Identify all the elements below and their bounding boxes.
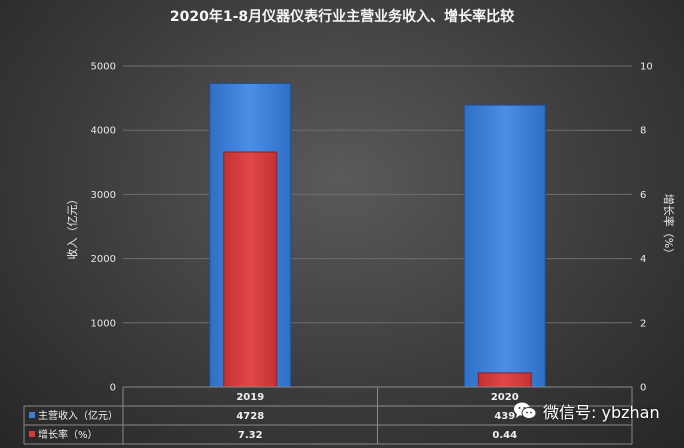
right-tick-label: 0 — [640, 383, 646, 394]
right-tick-label: 8 — [640, 126, 646, 137]
left-tick-label: 4000 — [91, 126, 116, 137]
legend-entry: 主营收入（亿元） — [38, 409, 118, 422]
right-tick-label: 4 — [640, 254, 646, 265]
left-axis-ticks: 0 1000 2000 3000 4000 5000 — [91, 62, 116, 394]
left-tick-label: 0 — [110, 383, 116, 394]
bars — [209, 82, 546, 388]
data-label: 0.44 — [492, 430, 517, 441]
grid-lines — [123, 65, 632, 388]
right-tick-label: 10 — [640, 62, 653, 73]
watermark: 微信号: ybzhan — [513, 398, 660, 424]
chart-title: 2020年1-8月仪器仪表行业主营业务收入、增长率比较 — [169, 9, 515, 25]
data-label: 439 — [494, 411, 515, 422]
x-tick-label: 2020 — [491, 392, 519, 403]
left-tick-label: 5000 — [91, 62, 116, 73]
x-tick-label: 2019 — [236, 392, 264, 403]
left-tick-label: 2000 — [91, 254, 116, 265]
right-axis-ticks: 0 2 4 6 8 10 — [640, 62, 653, 394]
legend-swatch — [29, 431, 35, 437]
data-table: 2019 2020 主营收入（亿元） 4728 439 增长率（%） 7.32 0.44 — [23, 386, 633, 445]
left-tick-label: 3000 — [91, 190, 116, 201]
left-tick-label: 1000 — [91, 318, 116, 329]
legend-swatch — [29, 412, 35, 418]
wechat-icon — [513, 401, 537, 421]
watermark-text: 微信号: ybzhan — [543, 403, 660, 422]
data-label: 7.32 — [238, 430, 263, 441]
bar-revenue-2020 — [463, 104, 546, 388]
right-tick-label: 2 — [640, 318, 646, 329]
y-axis-title-right: 增长率（%） — [662, 194, 676, 259]
y-axis-title-left: 收入（亿元） — [65, 194, 79, 260]
legend-entry: 增长率（%） — [38, 428, 98, 441]
right-tick-label: 6 — [640, 190, 646, 201]
bar-growth-2019 — [223, 151, 278, 388]
data-label: 4728 — [236, 411, 264, 422]
bar-growth-2020 — [477, 372, 532, 388]
